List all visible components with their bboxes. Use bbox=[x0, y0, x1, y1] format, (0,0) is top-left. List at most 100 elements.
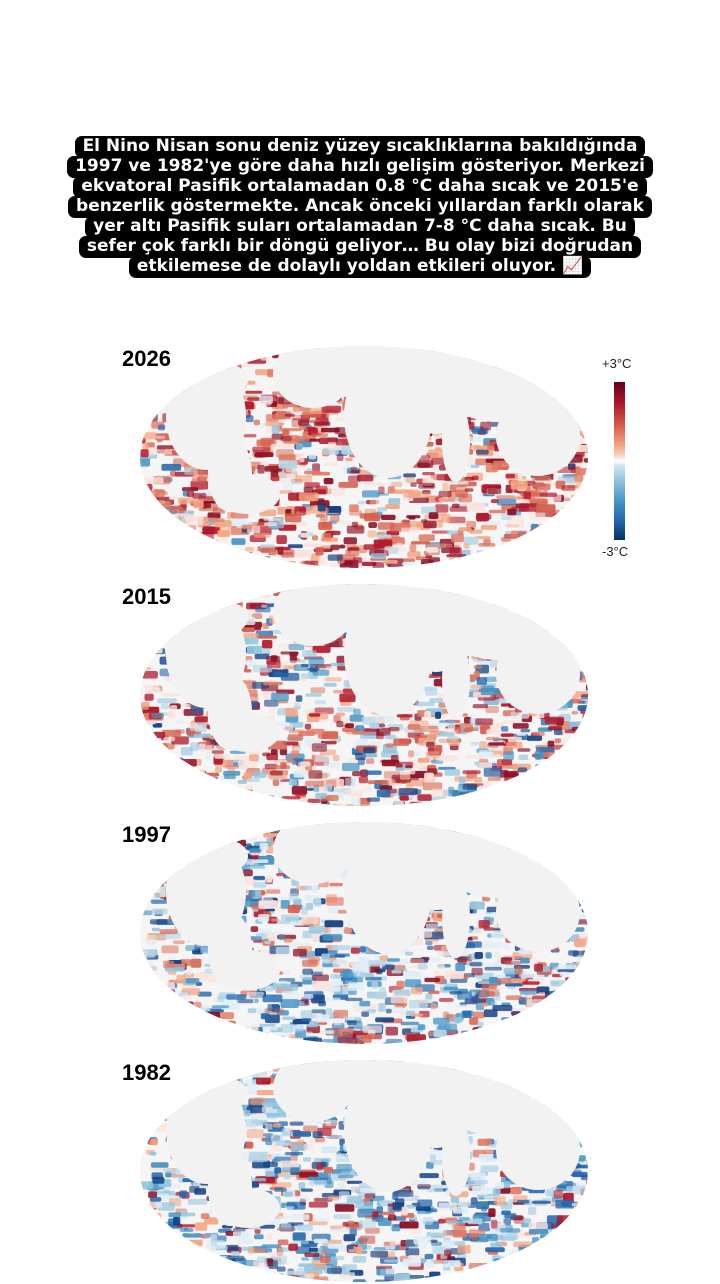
anomaly-cell bbox=[511, 481, 528, 490]
anomaly-cell bbox=[152, 637, 159, 644]
anomaly-cell bbox=[147, 863, 155, 866]
anomaly-cell bbox=[310, 407, 322, 414]
anomaly-cell bbox=[554, 1034, 570, 1039]
anomaly-cell bbox=[503, 1027, 515, 1035]
anomaly-cell bbox=[513, 723, 529, 729]
anomaly-cell bbox=[141, 999, 154, 1004]
anomaly-cell bbox=[579, 735, 590, 741]
anomaly-cell bbox=[193, 602, 212, 607]
anomaly-cell bbox=[170, 802, 179, 808]
anomaly-cell bbox=[501, 833, 521, 840]
anomaly-cell bbox=[144, 879, 154, 882]
anomaly-cell bbox=[529, 512, 545, 520]
anomaly-cell bbox=[490, 550, 501, 557]
anomaly-cell bbox=[228, 821, 247, 830]
anomaly-cell bbox=[210, 778, 217, 786]
anomaly-cell bbox=[235, 584, 250, 590]
anomaly-cell bbox=[580, 503, 591, 508]
anomaly-cell bbox=[512, 1013, 531, 1017]
anomaly-cell bbox=[200, 799, 219, 807]
anomaly-cell bbox=[537, 524, 553, 533]
anomaly-cell bbox=[242, 823, 260, 832]
anomaly-cell bbox=[185, 945, 197, 951]
anomaly-cell bbox=[266, 876, 272, 883]
anomaly-cell bbox=[301, 664, 309, 667]
anomaly-cell bbox=[480, 346, 492, 352]
anomaly-cell bbox=[141, 758, 161, 766]
anomaly-cell bbox=[545, 552, 552, 561]
anomaly-cell bbox=[363, 747, 376, 753]
anomaly-cell bbox=[445, 970, 464, 979]
anomaly-cell bbox=[214, 1039, 232, 1044]
anomaly-cell bbox=[572, 1000, 580, 1005]
land-mass bbox=[546, 856, 586, 900]
anomaly-cell bbox=[554, 1006, 563, 1013]
anomaly-cell bbox=[533, 1279, 541, 1284]
anomaly-cell bbox=[532, 351, 548, 355]
anomaly-cell bbox=[157, 784, 170, 790]
anomaly-cell bbox=[526, 1030, 533, 1039]
anomaly-cell bbox=[158, 847, 172, 853]
anomaly-cell bbox=[138, 735, 144, 742]
anomaly-cell bbox=[572, 392, 589, 401]
anomaly-cell bbox=[534, 832, 542, 837]
anomaly-cell bbox=[487, 446, 495, 451]
anomaly-cell bbox=[577, 729, 589, 736]
anomaly-cell bbox=[475, 563, 487, 570]
anomaly-cell bbox=[169, 1265, 177, 1273]
anomaly-cell bbox=[248, 778, 260, 782]
anomaly-cell bbox=[588, 986, 590, 994]
anomaly-cell bbox=[167, 799, 178, 808]
anomaly-cell bbox=[587, 382, 590, 387]
anomaly-cell bbox=[464, 543, 470, 549]
anomaly-cell bbox=[479, 920, 490, 929]
anomaly-cell bbox=[566, 986, 575, 992]
anomaly-cell bbox=[576, 1005, 590, 1011]
anomaly-cell bbox=[464, 729, 471, 732]
anomaly-cell bbox=[580, 979, 590, 983]
anomaly-cell bbox=[478, 762, 492, 768]
anomaly-cell bbox=[365, 977, 382, 980]
anomaly-cell bbox=[227, 351, 236, 359]
anomaly-cell bbox=[579, 620, 591, 629]
anomaly-cell bbox=[568, 1235, 586, 1240]
anomaly-cell bbox=[556, 874, 576, 877]
anomaly-cell bbox=[545, 991, 560, 999]
anomaly-cell bbox=[563, 552, 581, 558]
anomaly-cell bbox=[219, 828, 236, 836]
anomaly-cell bbox=[552, 860, 566, 867]
anomaly-cell bbox=[391, 755, 399, 761]
anomaly-cell bbox=[271, 1060, 285, 1065]
anomaly-cell bbox=[271, 918, 280, 922]
anomaly-cell bbox=[385, 743, 393, 747]
anomaly-cell bbox=[463, 823, 473, 828]
anomaly-cell bbox=[204, 592, 217, 601]
anomaly-cell bbox=[149, 882, 164, 886]
anomaly-cell bbox=[589, 372, 590, 380]
anomaly-cell bbox=[187, 968, 193, 975]
anomaly-cell bbox=[406, 477, 415, 483]
anomaly-cell bbox=[139, 654, 150, 657]
anomaly-cell bbox=[534, 544, 548, 552]
anomaly-cell bbox=[573, 1004, 585, 1012]
caption-line: 1997 ve 1982'ye göre daha hızlı gelişim … bbox=[67, 156, 653, 178]
anomaly-cell bbox=[239, 829, 248, 833]
anomaly-cell bbox=[586, 726, 590, 734]
anomaly-cell bbox=[494, 598, 505, 605]
anomaly-cell bbox=[578, 1004, 590, 1009]
anomaly-cell bbox=[189, 530, 202, 535]
anomaly-cell bbox=[336, 721, 343, 728]
anomaly-cell bbox=[243, 869, 253, 876]
anomaly-cell bbox=[481, 525, 497, 530]
anomaly-cell bbox=[573, 584, 580, 590]
anomaly-cell bbox=[425, 569, 437, 571]
anomaly-cell bbox=[560, 370, 568, 377]
anomaly-cell bbox=[148, 860, 164, 868]
anomaly-cell bbox=[405, 979, 421, 987]
anomaly-cell bbox=[542, 611, 554, 617]
anomaly-cell bbox=[403, 558, 416, 562]
anomaly-cell bbox=[157, 510, 167, 514]
anomaly-cell bbox=[457, 1035, 465, 1042]
anomaly-cell bbox=[226, 597, 243, 606]
anomaly-cell bbox=[410, 544, 417, 552]
